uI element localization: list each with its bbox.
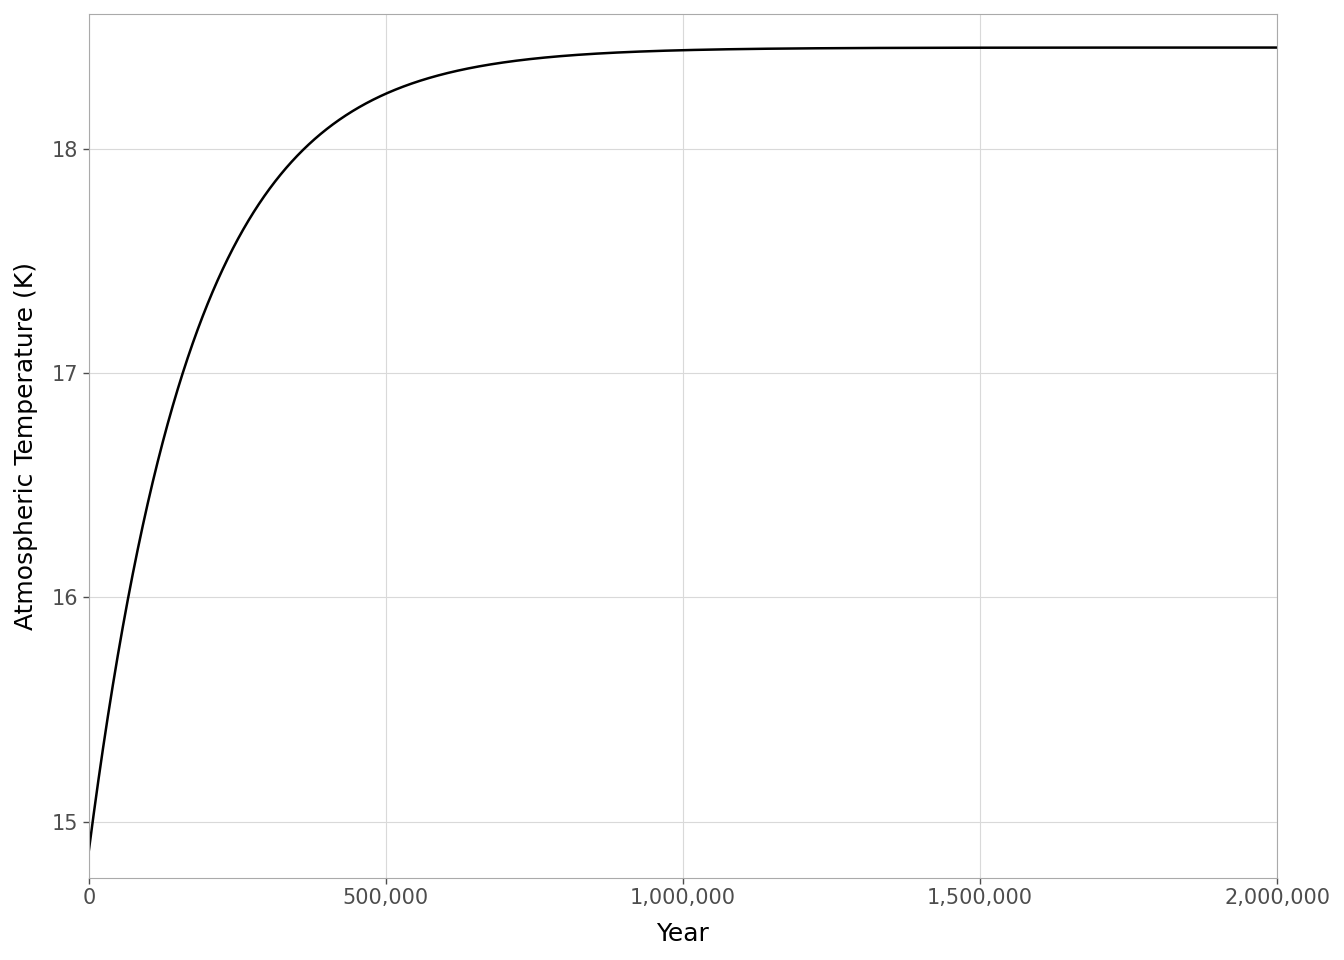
X-axis label: Year: Year: [656, 923, 710, 947]
Y-axis label: Atmospheric Temperature (K): Atmospheric Temperature (K): [13, 262, 38, 630]
